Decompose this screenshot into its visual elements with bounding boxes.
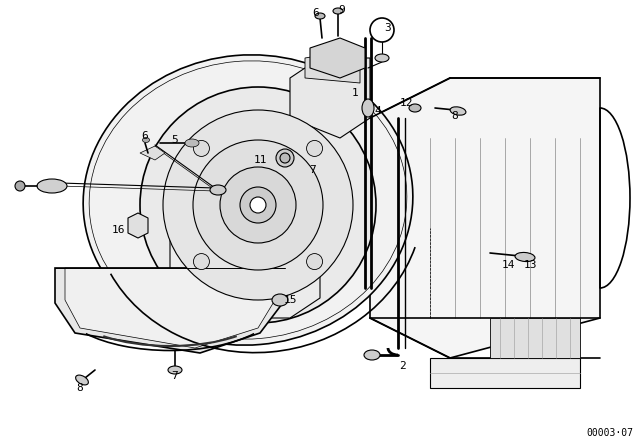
Polygon shape	[305, 53, 360, 83]
Ellipse shape	[364, 350, 380, 360]
Text: 12: 12	[399, 98, 413, 108]
Polygon shape	[290, 58, 370, 138]
Text: 8: 8	[77, 383, 83, 393]
Text: 14: 14	[501, 260, 515, 270]
Text: 13: 13	[524, 260, 537, 270]
Ellipse shape	[280, 153, 290, 163]
Ellipse shape	[185, 139, 199, 147]
Text: 16: 16	[111, 225, 125, 235]
Circle shape	[193, 254, 209, 270]
Circle shape	[307, 254, 323, 270]
Circle shape	[240, 187, 276, 223]
Ellipse shape	[450, 107, 466, 115]
Text: 4: 4	[374, 106, 381, 116]
Circle shape	[193, 140, 323, 270]
Text: 2: 2	[399, 361, 406, 371]
Ellipse shape	[272, 294, 288, 306]
Text: 7: 7	[172, 371, 179, 381]
Ellipse shape	[362, 99, 374, 117]
Polygon shape	[140, 146, 165, 160]
Ellipse shape	[276, 149, 294, 167]
Ellipse shape	[168, 366, 182, 374]
Ellipse shape	[83, 55, 413, 345]
Circle shape	[140, 87, 376, 323]
Ellipse shape	[37, 179, 67, 193]
Text: 6: 6	[312, 8, 319, 18]
Polygon shape	[128, 213, 148, 238]
Text: 7: 7	[310, 165, 316, 175]
Ellipse shape	[210, 185, 226, 195]
Polygon shape	[65, 268, 275, 348]
Text: 00003·07: 00003·07	[586, 428, 634, 438]
Polygon shape	[55, 268, 285, 353]
Polygon shape	[490, 318, 580, 358]
Text: 8: 8	[452, 111, 458, 121]
Ellipse shape	[315, 13, 325, 19]
Circle shape	[250, 197, 266, 213]
Polygon shape	[370, 78, 600, 358]
Text: 5: 5	[172, 135, 179, 145]
Polygon shape	[170, 200, 320, 318]
Text: 11: 11	[253, 155, 267, 165]
Circle shape	[307, 140, 323, 156]
Circle shape	[220, 167, 296, 243]
Polygon shape	[430, 358, 580, 388]
Text: 15: 15	[284, 295, 297, 305]
Circle shape	[163, 110, 353, 300]
Ellipse shape	[333, 8, 343, 14]
Text: 9: 9	[339, 5, 346, 15]
Ellipse shape	[143, 138, 150, 142]
Polygon shape	[310, 38, 365, 78]
Circle shape	[193, 140, 209, 156]
Text: 6: 6	[141, 131, 148, 141]
Ellipse shape	[375, 54, 389, 62]
Ellipse shape	[409, 104, 421, 112]
Ellipse shape	[76, 375, 88, 385]
Text: 1: 1	[351, 88, 358, 98]
Ellipse shape	[515, 252, 535, 262]
Text: 3: 3	[385, 23, 392, 33]
Ellipse shape	[15, 181, 25, 191]
